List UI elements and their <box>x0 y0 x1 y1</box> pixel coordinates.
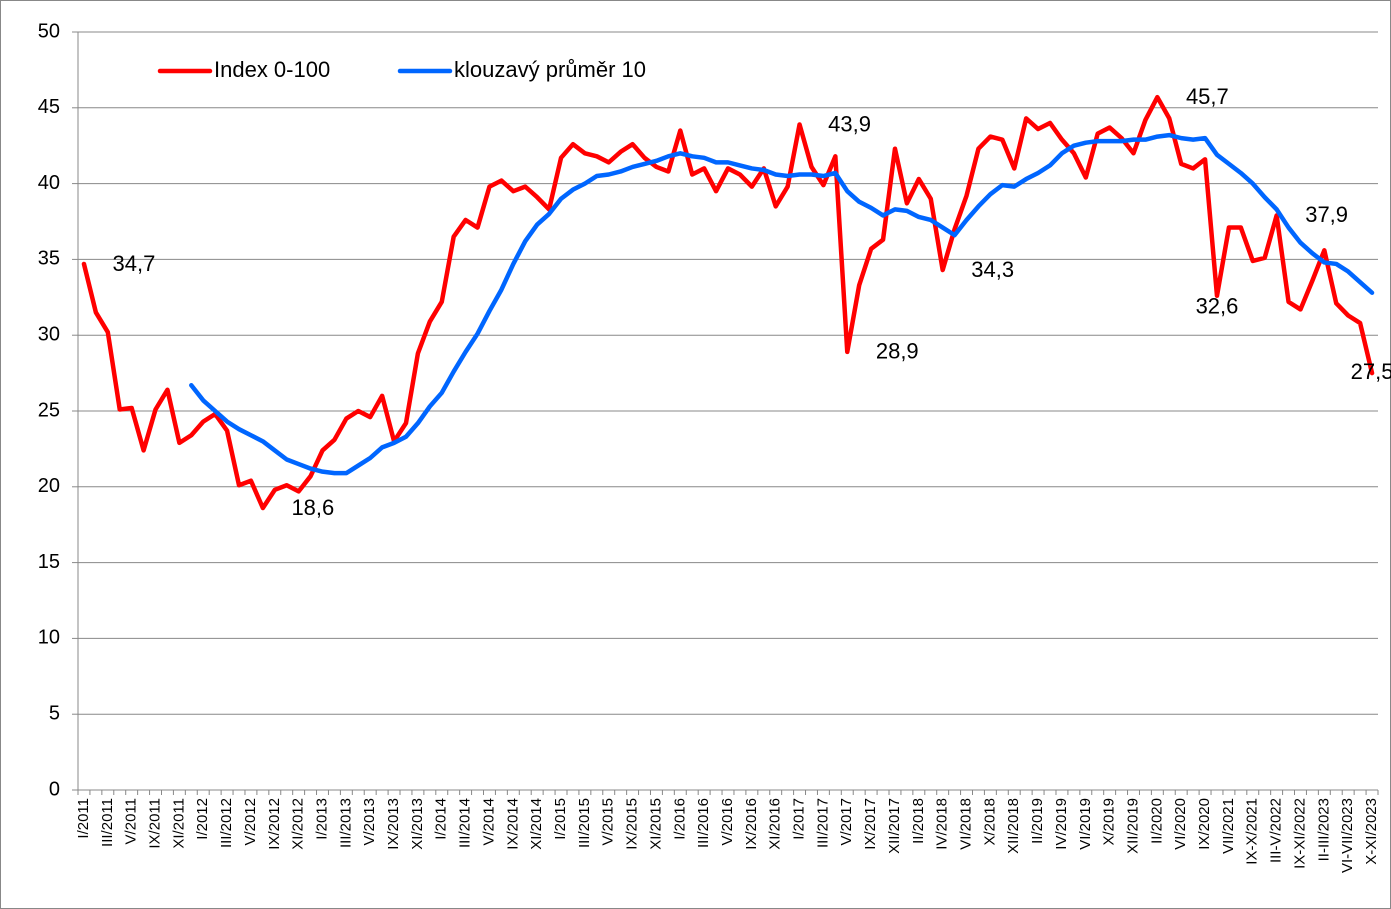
legend-label: klouzavý průměr 10 <box>454 57 646 82</box>
x-tick-label: V/2012 <box>242 798 259 846</box>
x-tick-label: IV/2018 <box>934 798 951 850</box>
x-tick-label: I/2011 <box>75 798 92 839</box>
x-tick-label: II/2019 <box>1029 798 1046 844</box>
x-tick-label: VI/2020 <box>1172 798 1189 850</box>
x-tick-label: IX-XI/2022 <box>1291 798 1308 869</box>
x-tick-label: XI/2014 <box>528 798 545 850</box>
x-tick-label: IX/2012 <box>266 798 283 850</box>
x-tick-label: I/2017 <box>791 798 808 840</box>
x-tick-label: II/2018 <box>910 798 927 844</box>
data-label: 34,7 <box>113 251 156 276</box>
x-tick-label: II/2020 <box>1148 798 1165 844</box>
y-tick-label: 25 <box>38 399 60 421</box>
data-label: 37,9 <box>1305 202 1348 227</box>
x-tick-label: VI/2019 <box>1077 798 1094 850</box>
x-tick-label: XI/2016 <box>767 798 784 850</box>
x-tick-label: IX/2014 <box>504 798 521 850</box>
y-tick-label: 20 <box>38 475 60 497</box>
y-tick-label: 0 <box>49 778 60 800</box>
x-tick-label: V/2011 <box>123 798 140 844</box>
data-label: 28,9 <box>876 339 919 364</box>
x-tick-label: V/2014 <box>480 798 497 846</box>
x-tick-label: III/2012 <box>218 798 235 848</box>
x-tick-label: II-III/2023 <box>1315 798 1332 861</box>
x-tick-label: I/2014 <box>433 798 450 840</box>
x-tick-label: V/2017 <box>838 798 855 846</box>
data-label: 27,5 <box>1351 359 1391 384</box>
x-tick-label: III/2015 <box>576 798 593 848</box>
x-tick-label: III/2013 <box>337 798 354 848</box>
x-tick-label: X/2019 <box>1101 798 1118 846</box>
x-tick-label: IX-X/2021 <box>1244 798 1261 865</box>
x-tick-label: III/2016 <box>695 798 712 848</box>
x-tick-label: VI/2018 <box>958 798 975 850</box>
data-label: 45,7 <box>1186 84 1229 109</box>
x-tick-label: I/2016 <box>671 798 688 840</box>
y-tick-label: 5 <box>49 702 60 724</box>
x-tick-label: IX/2020 <box>1196 798 1213 850</box>
x-tick-label: III/2014 <box>457 798 474 848</box>
data-label: 34,3 <box>971 257 1014 282</box>
x-tick-label: V/2013 <box>361 798 378 846</box>
x-tick-label: XI/2011 <box>170 798 187 849</box>
x-tick-label: I/2013 <box>313 798 330 840</box>
x-tick-label: IX/2016 <box>743 798 760 850</box>
x-tick-label: I/2012 <box>194 798 211 840</box>
x-tick-label: VII/2021 <box>1220 798 1237 854</box>
y-tick-label: 35 <box>38 248 60 270</box>
y-tick-label: 15 <box>38 551 60 573</box>
y-tick-label: 30 <box>38 323 60 345</box>
x-tick-label: XII/2019 <box>1124 798 1141 854</box>
x-tick-label: III/2011 <box>99 798 116 847</box>
data-label: 43,9 <box>828 111 871 136</box>
x-tick-label: III-V/2022 <box>1268 798 1285 863</box>
x-tick-label: XII/2018 <box>1005 798 1022 854</box>
x-tick-label: XI/2015 <box>647 798 664 850</box>
x-tick-label: XI/2013 <box>409 798 426 850</box>
y-tick-label: 45 <box>38 96 60 118</box>
x-tick-label: I/2015 <box>552 798 569 840</box>
series-line <box>81 94 1375 511</box>
x-tick-label: III/2017 <box>814 798 831 848</box>
x-tick-label: IX/2011 <box>146 798 163 849</box>
x-tick-label: VI-VII/2023 <box>1339 798 1356 873</box>
y-tick-label: 10 <box>38 627 60 649</box>
x-tick-label: X-XI/2023 <box>1363 798 1380 865</box>
x-tick-label: IV/2019 <box>1053 798 1070 850</box>
legend-label: Index 0-100 <box>214 57 330 82</box>
x-tick-label: IX/2015 <box>624 798 641 850</box>
x-tick-label: IX/2017 <box>862 798 879 850</box>
x-tick-label: XI/2012 <box>290 798 307 850</box>
y-tick-label: 40 <box>38 172 60 194</box>
series-line <box>189 132 1375 476</box>
x-tick-label: V/2016 <box>719 798 736 846</box>
y-tick-label: 50 <box>38 20 60 42</box>
data-label: 32,6 <box>1196 294 1239 319</box>
x-tick-label: X/2018 <box>981 798 998 846</box>
data-label: 18,6 <box>291 495 334 520</box>
x-tick-label: IX/2013 <box>385 798 402 850</box>
x-tick-label: V/2015 <box>600 798 617 846</box>
x-tick-label: XII/2017 <box>886 798 903 854</box>
